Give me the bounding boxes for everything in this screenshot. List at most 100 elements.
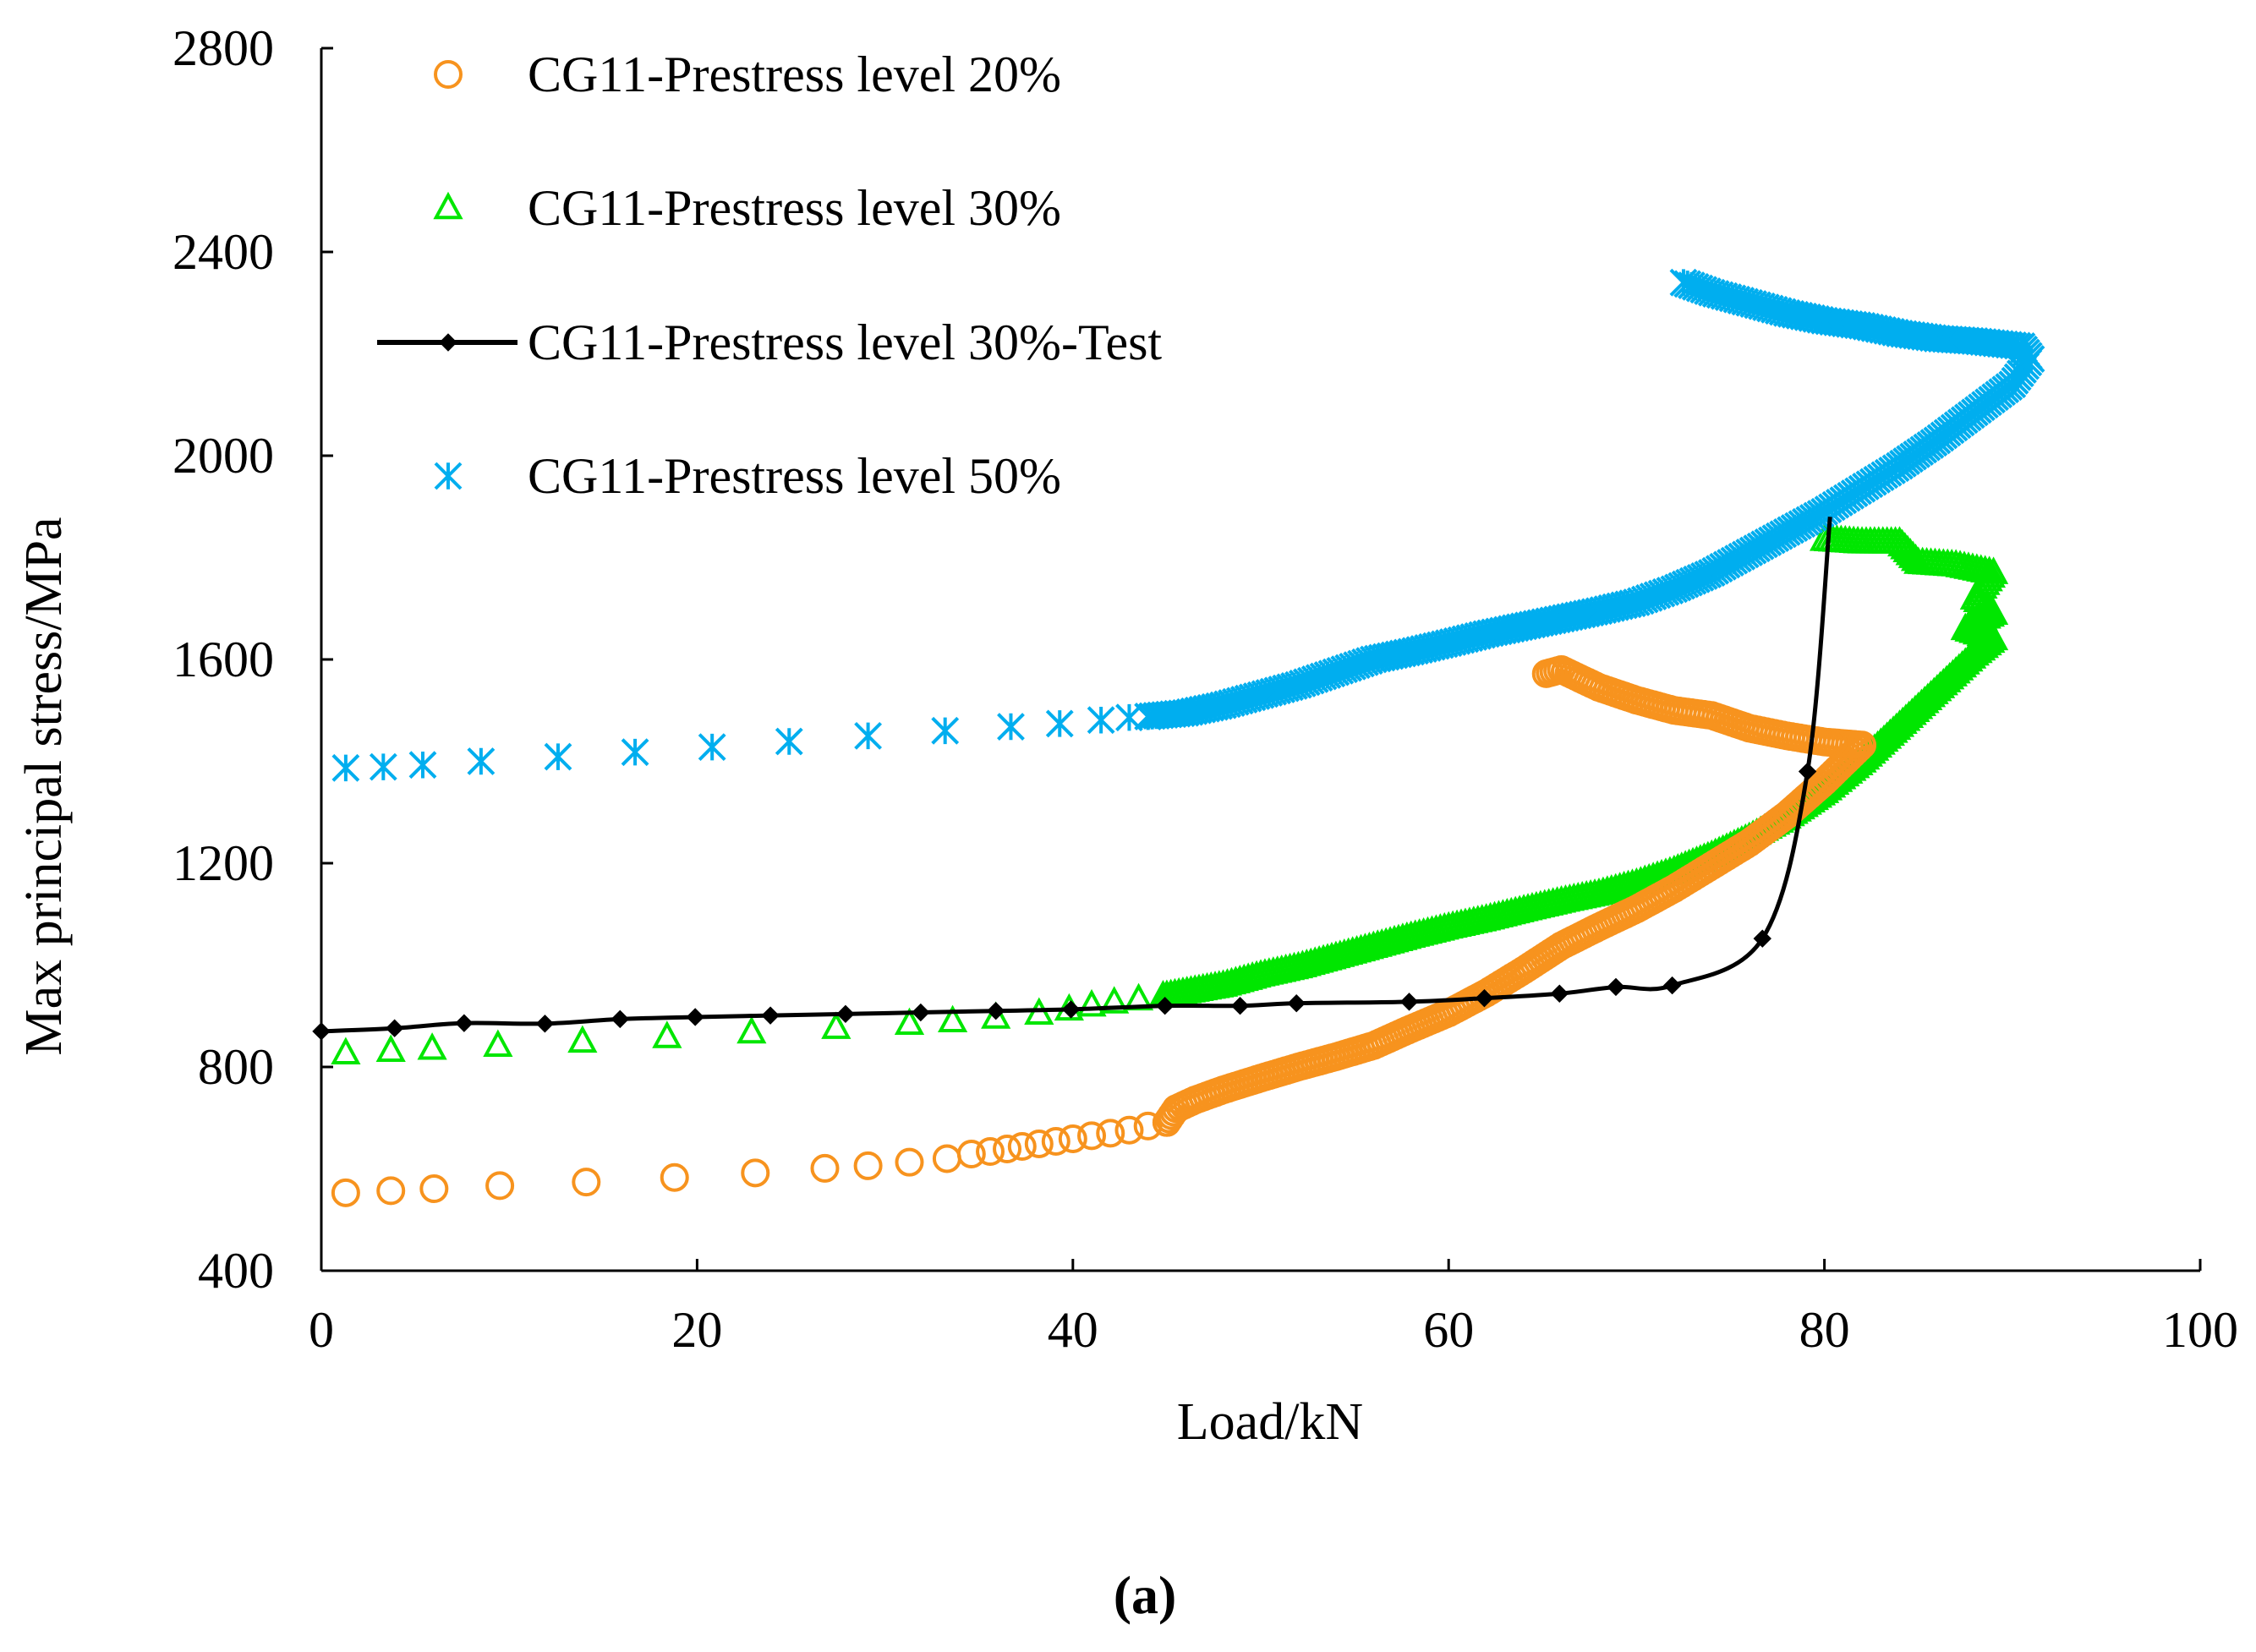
- x-tick-label: 20: [671, 1302, 722, 1358]
- data-point: [611, 1009, 630, 1029]
- data-point: [1550, 984, 1569, 1003]
- data-point: [1076, 988, 1107, 1017]
- data-point: [1007, 1131, 1037, 1161]
- data-point: [1155, 996, 1175, 1015]
- data-point: [621, 738, 649, 767]
- legend-item: CG11-Prestress level 50%: [434, 448, 1061, 504]
- data-point: [483, 1029, 513, 1057]
- data-point: [854, 721, 883, 750]
- data-point: [1099, 986, 1130, 1014]
- legend-marker: [434, 462, 463, 490]
- legend-marker: [439, 333, 457, 352]
- data-point: [1077, 1121, 1107, 1151]
- data-point: [894, 1007, 925, 1036]
- data-point: [836, 1004, 855, 1024]
- data-point: [331, 1178, 360, 1207]
- data-point: [810, 1153, 840, 1183]
- data-point: [331, 753, 360, 782]
- series-3: [331, 268, 2045, 782]
- axes: 400 800 1200 1600 2000 2400 2800 0 20 40 60 80 100: [172, 20, 2238, 1358]
- y-tick-label: 1600: [172, 632, 274, 687]
- x-tick-label: 80: [1799, 1302, 1850, 1358]
- series-1: [331, 523, 2009, 1064]
- data-point: [761, 1006, 780, 1025]
- data-point: [485, 1171, 515, 1201]
- data-point: [455, 1014, 474, 1032]
- legend-item: CG11-Prestress level 20%: [434, 46, 1061, 102]
- y-tick-label: 400: [198, 1243, 274, 1299]
- data-point: [1753, 929, 1771, 948]
- x-axis-label: Load/kN: [1177, 1393, 1363, 1451]
- data-point: [419, 1173, 449, 1203]
- data-point: [417, 1032, 447, 1060]
- data-point: [932, 1144, 961, 1173]
- legend-item: CG11-Prestress level 30%-Test: [377, 315, 1162, 370]
- data-point: [981, 1001, 1011, 1029]
- legend-item: CG11-Prestress level 30%: [433, 180, 1061, 236]
- data-point: [1114, 1115, 1144, 1145]
- plot-series: [312, 268, 2045, 1207]
- data-point: [1133, 1111, 1163, 1141]
- data-point: [853, 1151, 883, 1180]
- data-point: [821, 1011, 851, 1039]
- data-point: [986, 1002, 1005, 1020]
- data-point: [736, 1015, 767, 1044]
- series-0: [331, 655, 1877, 1207]
- x-tick-label: 100: [2162, 1302, 2238, 1358]
- legend-label: CG11-Prestress level 30%-Test: [528, 315, 1162, 370]
- data-point: [408, 751, 437, 780]
- data-point: [376, 1176, 406, 1206]
- data-point: [1096, 1119, 1125, 1148]
- y-tick-label: 800: [198, 1039, 274, 1095]
- data-point: [775, 727, 803, 756]
- data-point: [567, 1025, 598, 1053]
- data-point: [1662, 976, 1682, 995]
- data-point: [544, 742, 572, 771]
- data-point: [931, 716, 960, 745]
- data-point: [369, 752, 397, 781]
- legend: CG11-Prestress level 20% CG11-Prestress l…: [377, 46, 1162, 504]
- data-point: [895, 1147, 924, 1177]
- data-point: [535, 1015, 555, 1033]
- legend-marker: [434, 60, 463, 89]
- data-point: [1058, 1124, 1087, 1153]
- data-point: [912, 1003, 930, 1022]
- data-point: [698, 733, 726, 762]
- y-tick-label: 1200: [172, 835, 274, 891]
- data-point: [1041, 1126, 1071, 1156]
- data-point: [1669, 268, 1698, 297]
- data-point: [1798, 762, 1817, 781]
- data-point: [1230, 996, 1250, 1015]
- data-point: [375, 1034, 406, 1062]
- data-point: [660, 1162, 689, 1192]
- legend-label: CG11-Prestress level 50%: [528, 448, 1061, 504]
- data-point: [331, 1037, 361, 1064]
- data-point: [956, 1140, 986, 1169]
- x-tick-label: 60: [1423, 1302, 1474, 1358]
- legend-label: CG11-Prestress level 20%: [528, 46, 1061, 102]
- data-point: [1607, 977, 1625, 997]
- data-point: [1531, 659, 1561, 688]
- data-point: [467, 747, 496, 775]
- data-point: [1475, 988, 1494, 1008]
- legend-label: CG11-Prestress level 30%: [528, 180, 1061, 236]
- data-point: [1399, 993, 1419, 1011]
- y-tick-label: 2800: [172, 20, 274, 76]
- figure-caption: (a): [1114, 1565, 1177, 1625]
- x-tick-label: 40: [1048, 1302, 1098, 1358]
- data-point: [1673, 270, 1702, 298]
- y-tick-label: 2400: [172, 224, 274, 280]
- data-point: [572, 1168, 601, 1197]
- y-axis-label: Max principal stress/MPa: [15, 517, 73, 1055]
- data-point: [652, 1020, 682, 1048]
- data-point: [976, 1137, 1005, 1167]
- data-point: [1287, 993, 1306, 1013]
- data-point: [937, 1004, 968, 1033]
- data-point: [741, 1158, 770, 1188]
- data-point: [1087, 706, 1115, 735]
- data-point: [993, 1135, 1022, 1164]
- series-2: [312, 517, 1832, 1041]
- x-tick-label: 0: [309, 1302, 334, 1358]
- y-tick-label: 2000: [172, 428, 274, 484]
